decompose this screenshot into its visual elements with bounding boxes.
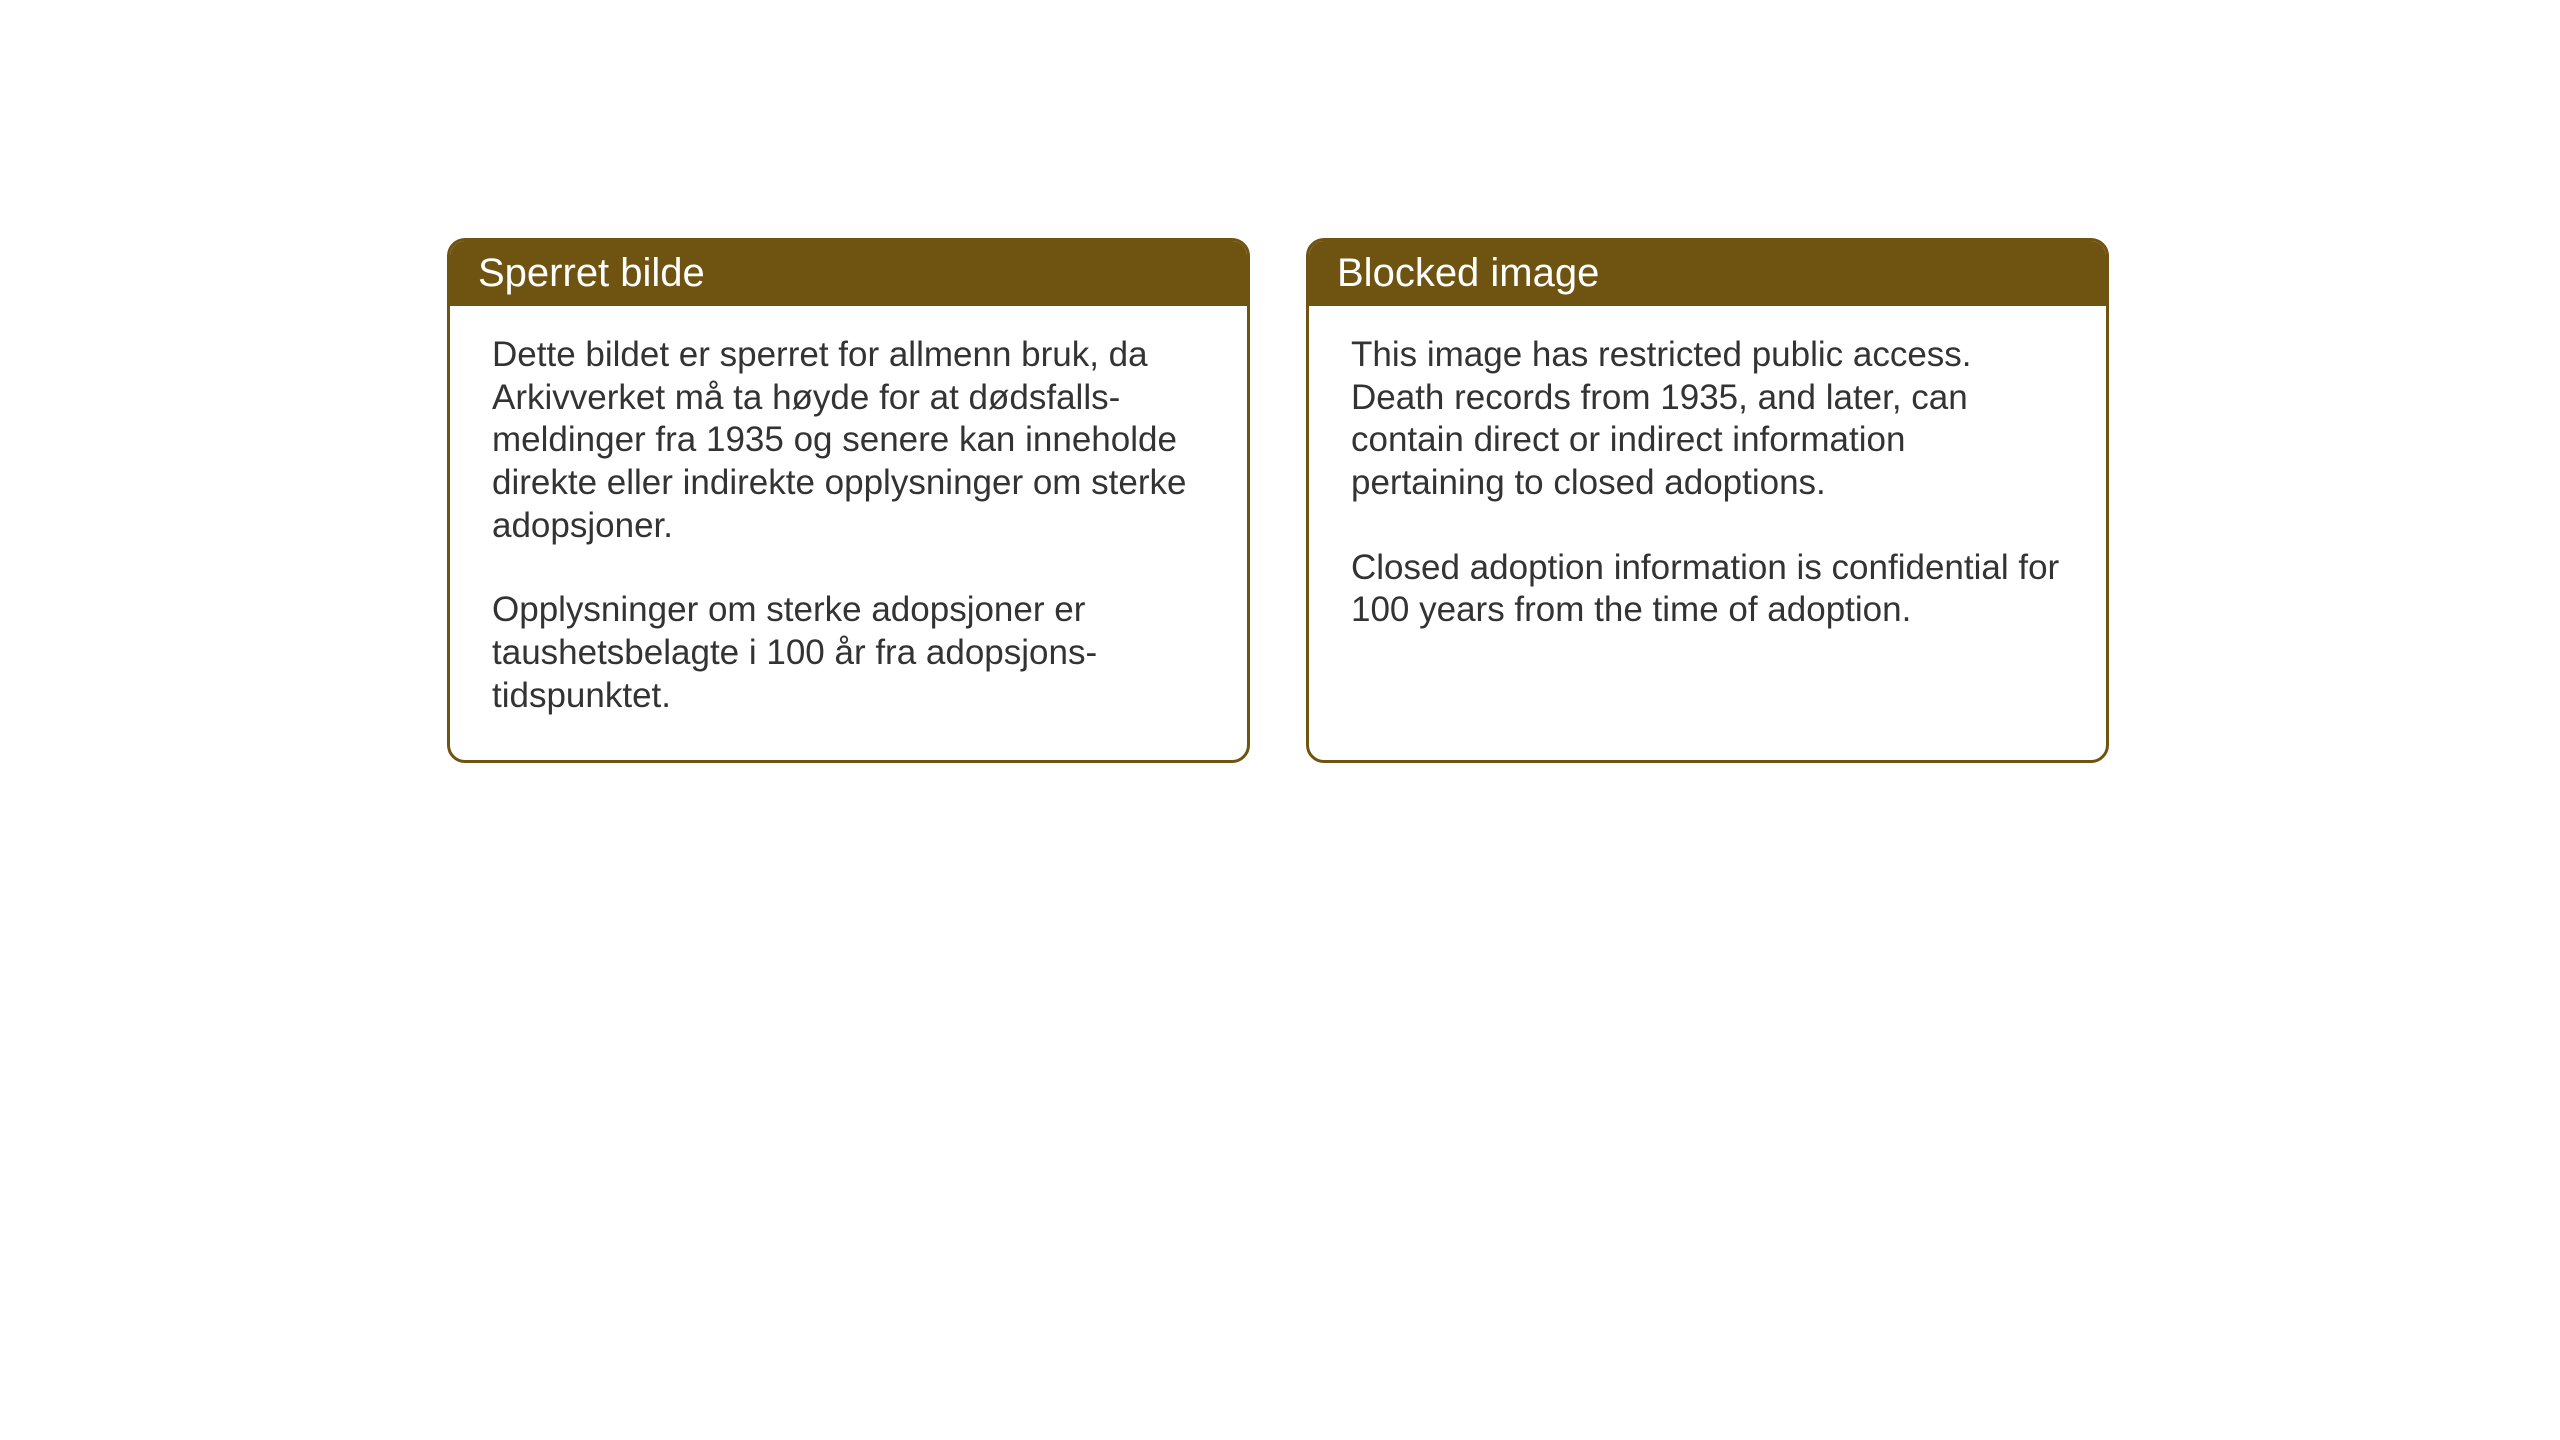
norwegian-paragraph-2: Opplysninger om sterke adopsjoner er tau… xyxy=(492,589,1205,717)
english-card-header: Blocked image xyxy=(1309,241,2106,306)
norwegian-card-body: Dette bildet er sperret for allmenn bruk… xyxy=(450,306,1247,760)
notification-container: Sperret bilde Dette bildet er sperret fo… xyxy=(447,238,2109,763)
norwegian-card-header: Sperret bilde xyxy=(450,241,1247,306)
norwegian-card-title: Sperret bilde xyxy=(478,251,705,295)
english-paragraph-2: Closed adoption information is confident… xyxy=(1351,547,2064,632)
english-card-title: Blocked image xyxy=(1337,251,1599,295)
norwegian-card: Sperret bilde Dette bildet er sperret fo… xyxy=(447,238,1250,763)
english-card: Blocked image This image has restricted … xyxy=(1306,238,2109,763)
english-paragraph-1: This image has restricted public access.… xyxy=(1351,334,2064,505)
english-card-body: This image has restricted public access.… xyxy=(1309,306,2106,674)
norwegian-paragraph-1: Dette bildet er sperret for allmenn bruk… xyxy=(492,334,1205,547)
